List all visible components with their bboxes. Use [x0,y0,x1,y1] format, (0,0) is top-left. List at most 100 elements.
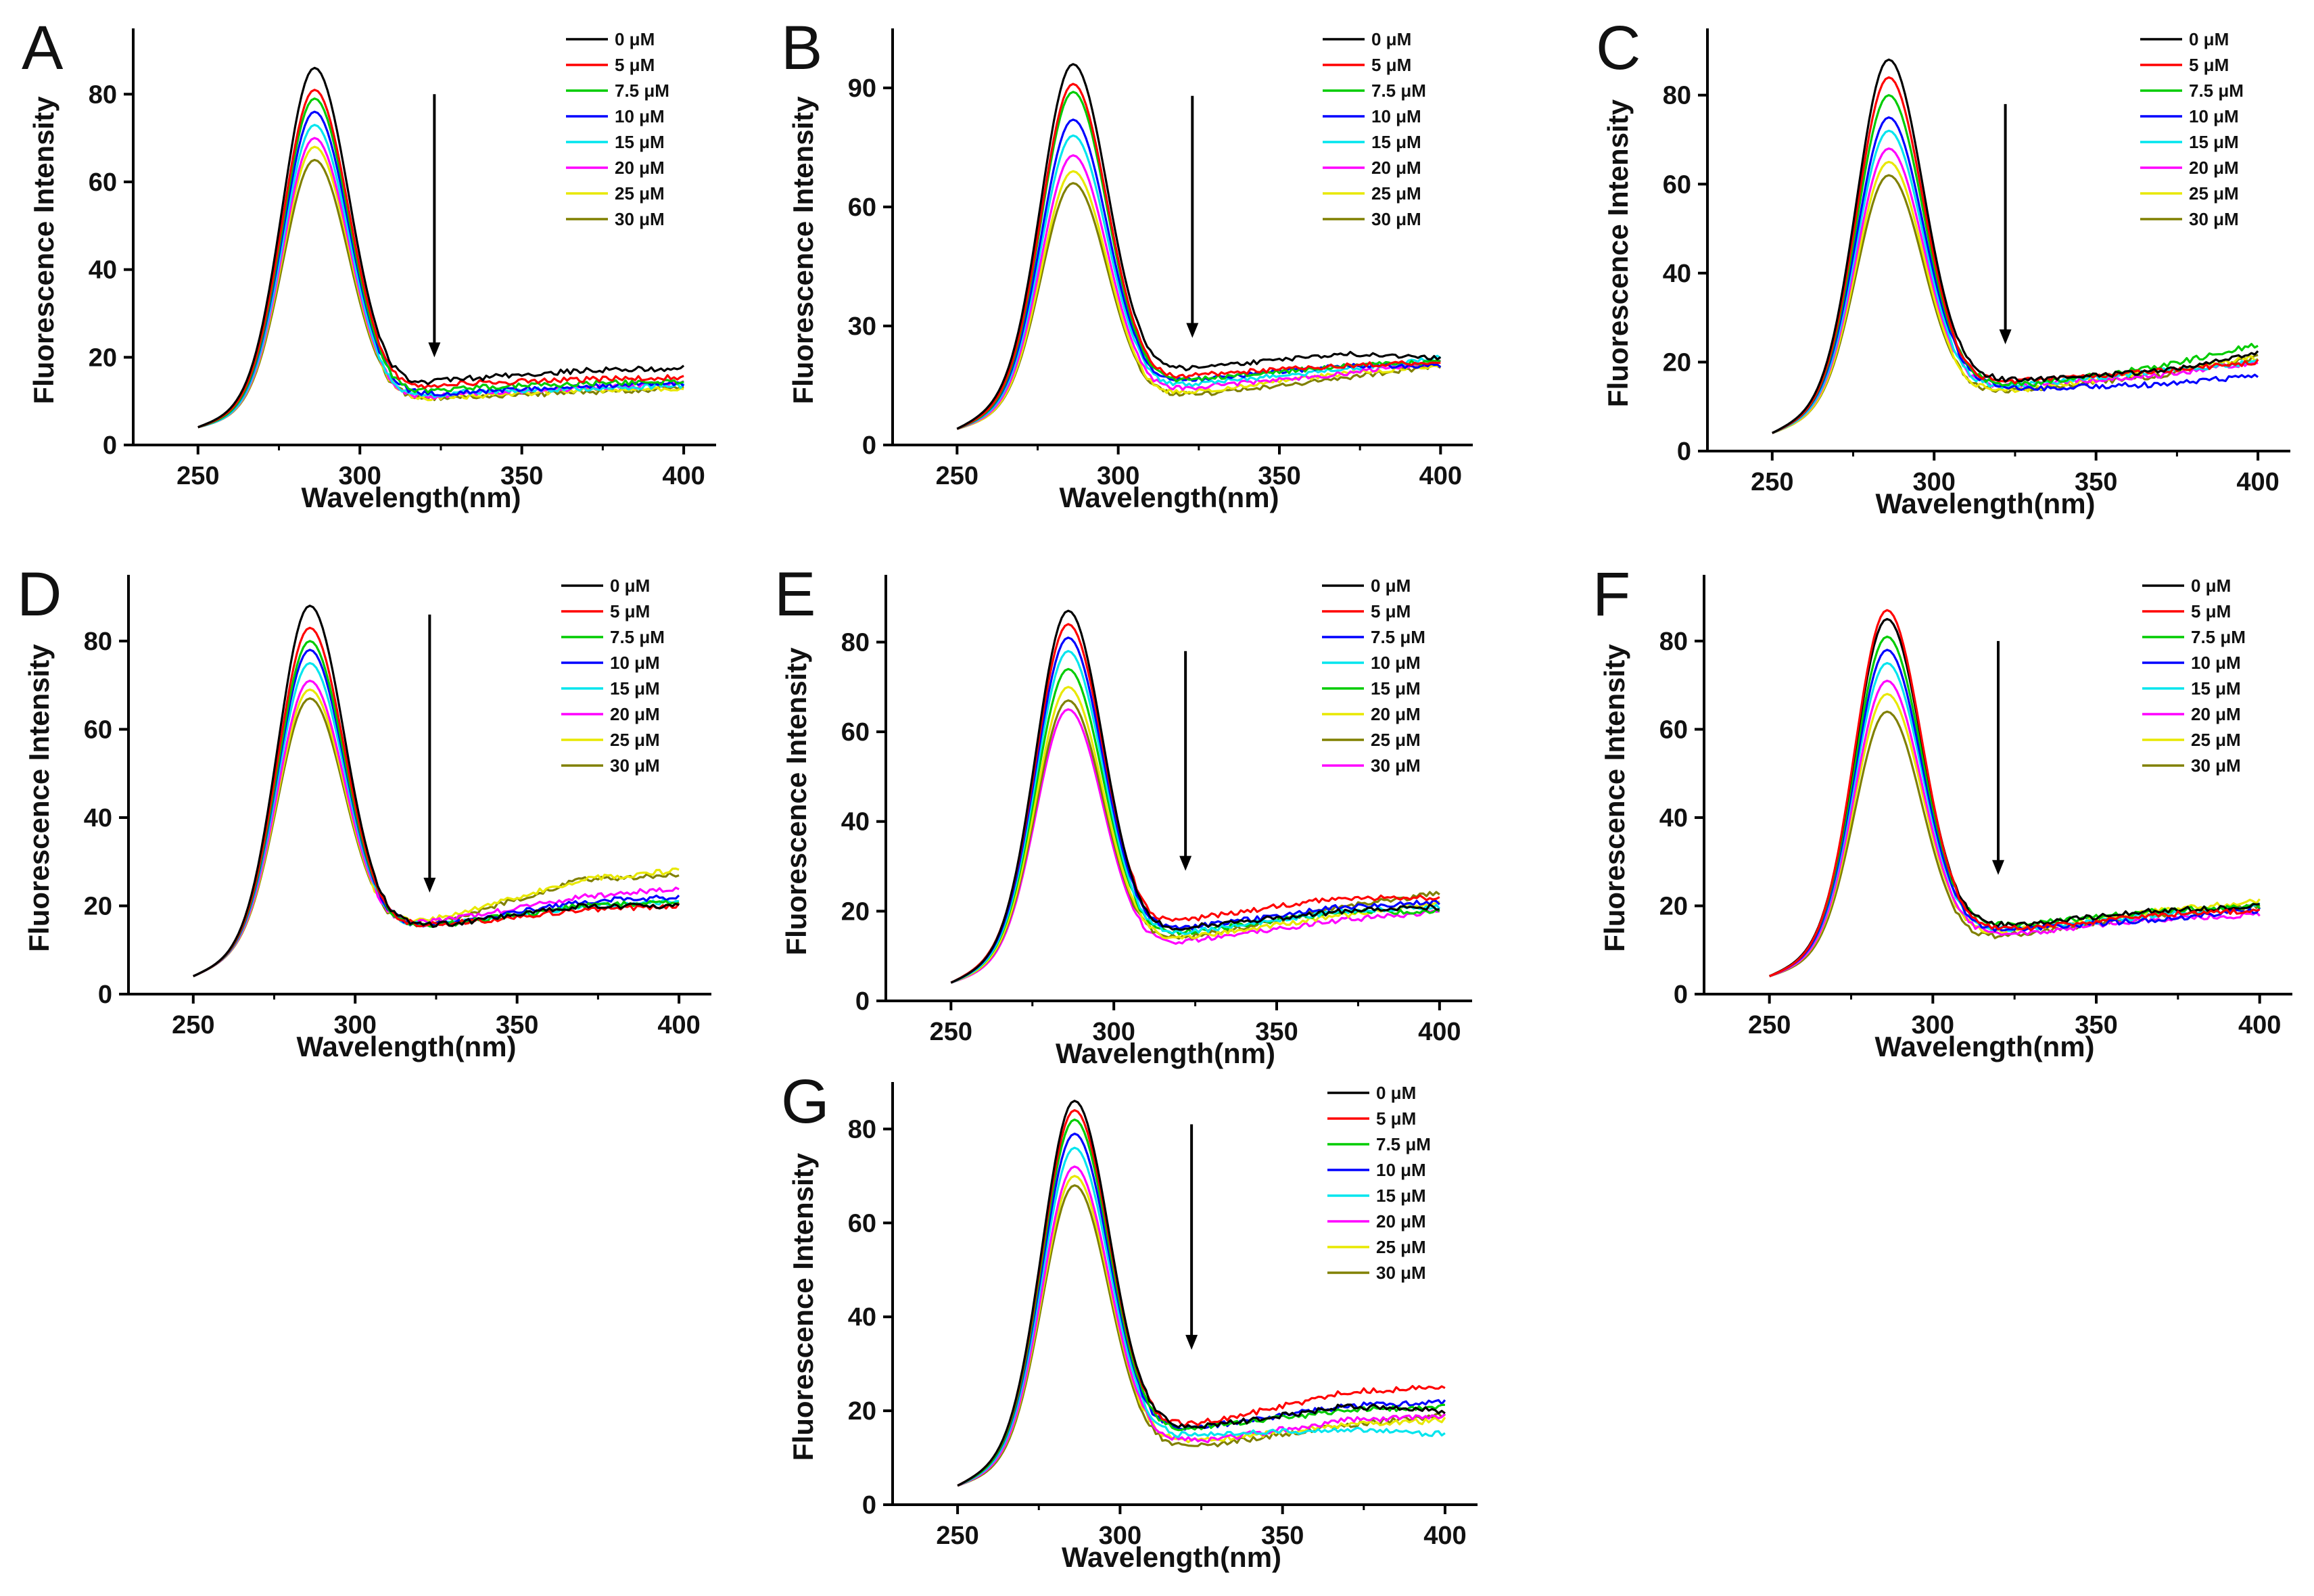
legend-label: 5 μM [1376,1108,1416,1129]
arrow-head [1179,855,1192,871]
legend-label: 15 μM [1376,1186,1426,1206]
legend-label: 10 μM [2189,106,2239,126]
x-tick-label: 400 [1423,1522,1466,1550]
y-axis-title: Fluorescence Intensity [787,96,819,404]
legend-label: 30 μM [1376,1263,1426,1283]
legend-label: 25 μM [2191,730,2241,750]
y-tick-label: 40 [841,808,870,837]
legend-label: 5 μM [2189,55,2229,75]
y-tick-label: 60 [84,715,112,744]
legend-label: 30 μM [610,755,660,776]
legend-label: 15 μM [1371,132,1421,152]
legend: 0 μM 5 μM 7.5 μM 10 μM 15 μM 20 μM 25 μM 30 μM [1322,576,1425,776]
x-tick-label: 350 [500,462,543,490]
x-axis-title: Wavelength(nm) [1059,482,1279,513]
y-axis-title: Fluorescence Intensity [780,647,812,956]
series-line [193,626,680,977]
x-tick-label: 400 [657,1011,700,1039]
y-tick-label: 0 [103,431,117,460]
panel-d: 250 300 350 400 0 20 40 60 80 Wavelength(nm) Fluor… [17,560,711,1062]
legend-label: 7.5 μM [2191,627,2246,647]
series-line [197,124,685,429]
y-axis-title: Fluorescence Intensity [1599,644,1630,952]
series-line [197,89,684,429]
x-tick-label: 400 [662,462,705,490]
y-tick-label: 80 [1663,82,1691,110]
x-tick-label: 350 [496,1011,538,1039]
legend-label: 30 μM [615,209,665,229]
y-axis-title: Fluorescence Intensity [787,1152,819,1461]
y-tick-label: 20 [89,344,117,372]
legend-label: 7.5 μM [615,80,669,101]
panel-c: 250 300 350 400 0 20 40 60 80 Wavelength(nm) Fluor… [1596,14,2290,519]
series-line [197,66,685,429]
panel-e: 250 300 350 400 0 20 40 60 80 Wavelength(nm) Fluor… [774,560,1472,1069]
series-line [950,636,1440,984]
y-tick-label: 40 [1659,804,1688,832]
x-tick-label: 300 [1097,462,1139,490]
y-tick-label: 80 [89,80,117,109]
legend-label: 7.5 μM [1376,1134,1431,1154]
y-tick-label: 20 [841,897,870,926]
x-tick-label: 350 [1261,1522,1304,1550]
x-tick-label: 300 [339,462,381,490]
series-line [197,110,685,429]
x-tick-label: 400 [1419,462,1462,490]
panel-g: 250 300 350 400 0 20 40 60 80 Wavelength(nm) Fluor… [781,1067,1478,1573]
y-tick-label: 60 [89,168,117,197]
y-tick-label: 60 [848,193,876,222]
series-line [957,1146,1446,1487]
legend-label: 10 μM [1371,653,1421,673]
x-axis-title: Wavelength(nm) [1062,1541,1281,1573]
y-axis-title: Fluorescence Intensity [1602,99,1634,407]
x-axis-title: Wavelength(nm) [301,482,521,513]
legend-label: 20 μM [1371,704,1421,724]
legend-label: 0 μM [1371,576,1411,596]
x-tick-label: 250 [1748,1011,1791,1039]
panel-label: A [22,14,64,83]
panel-label: D [17,560,62,629]
series-line [1769,609,2261,977]
y-axis-title: Fluorescence Intensity [28,96,60,404]
legend: 0 μM 5 μM 7.5 μM 10 μM 15 μM 20 μM 25 μM 30 μM [2142,576,2246,776]
legend-label: 20 μM [2189,158,2239,178]
y-tick-label: 0 [862,1491,876,1520]
legend-label: 5 μM [615,55,655,75]
y-tick-label: 40 [1663,260,1691,288]
y-tick-label: 80 [1659,628,1688,656]
legend-label: 15 μM [615,132,665,152]
x-tick-label: 300 [334,1011,377,1039]
y-tick-label: 20 [1663,348,1691,377]
series-line [193,680,680,978]
legend-label: 15 μM [610,678,660,699]
y-tick-label: 60 [1663,170,1691,199]
arrow-head [1185,1334,1198,1350]
legend-label: 5 μM [1371,55,1411,75]
legend-label: 10 μM [610,653,660,673]
legend-label: 10 μM [1376,1160,1426,1180]
arrow-head [1999,329,2012,345]
legend-label: 25 μM [610,730,660,750]
legend-label: 30 μM [1371,209,1421,229]
series-line [956,154,1441,430]
y-tick-label: 0 [1674,981,1688,1009]
y-tick-label: 80 [848,1115,876,1144]
legend-label: 20 μM [615,158,665,178]
x-axis-title: Wavelength(nm) [1056,1037,1275,1069]
y-tick-label: 60 [841,718,870,747]
panel-label: E [774,560,816,629]
arrow-head [428,342,441,358]
legend-label: 10 μM [615,106,665,126]
legend-label: 7.5 μM [2189,80,2244,101]
legend: 0 μM 5 μM 7.5 μM 10 μM 15 μM 20 μM 25 μM 30 μM [2140,29,2244,229]
x-tick-label: 400 [2236,468,2279,496]
series-line [956,83,1441,430]
legend-label: 25 μM [615,183,665,204]
legend-label: 7.5 μM [1371,627,1425,647]
y-tick-label: 0 [1677,438,1691,466]
x-tick-label: 350 [1258,462,1300,490]
x-tick-label: 400 [1418,1018,1461,1046]
legend-label: 25 μM [1371,730,1421,750]
legend-label: 0 μM [610,576,650,596]
